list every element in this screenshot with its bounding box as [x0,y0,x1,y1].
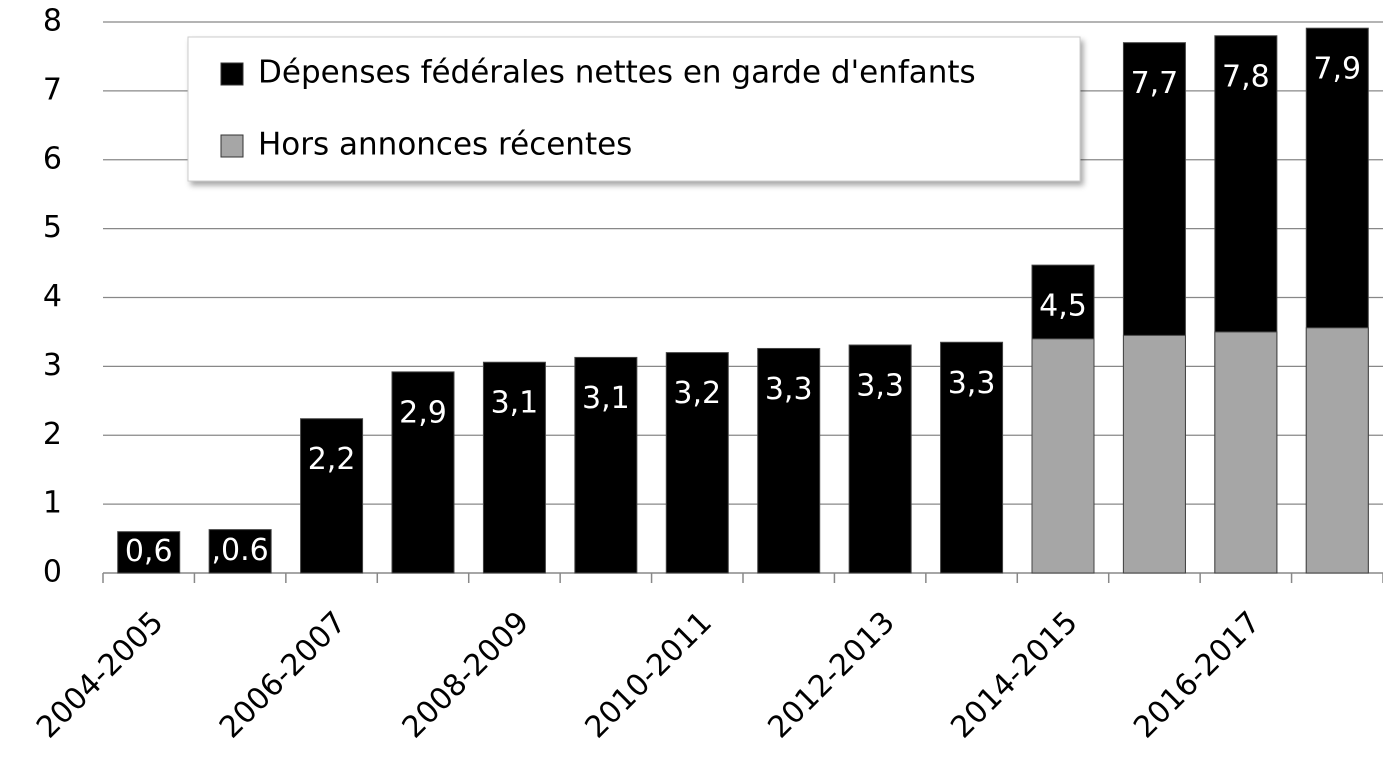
data-label: 2,9 [399,395,447,430]
legend-label: Hors annonces récentes [258,127,632,163]
y-tick-label: 0 [43,555,62,590]
data-label: 3,3 [856,369,904,404]
data-label: 4,5 [1039,289,1087,324]
bar [300,418,364,574]
legend: Dépenses fédérales nettes en garde d'enf… [187,36,1081,182]
bar [940,341,1004,574]
legend-swatch [220,62,244,86]
legend-swatch [220,134,244,158]
data-label: ,0.6 [212,533,269,568]
data-label: 3,3 [948,366,996,401]
y-tick-label: 5 [43,210,62,245]
bar [117,531,181,574]
data-label: 7,9 [1313,52,1361,87]
y-tick-label: 2 [43,417,62,452]
x-tick-label: 2014-2015 [944,605,1084,745]
data-label: 7,7 [1131,66,1179,101]
x-tick-label: 2006-2007 [213,605,353,745]
y-tick-label: 3 [43,348,62,383]
bar [665,352,729,574]
data-label: 3,2 [673,376,721,411]
bar [1305,327,1369,574]
bar [574,356,638,574]
bar [391,371,455,574]
x-tick-label: 2008-2009 [396,605,536,745]
bar [482,361,546,574]
data-label: 3,1 [582,381,630,416]
x-tick-label: 2004-2005 [30,605,170,745]
bar [1122,334,1186,574]
y-tick-label: 4 [43,279,62,314]
legend-box [187,36,1081,182]
data-label: 2,2 [308,442,356,477]
bar [208,529,272,574]
y-tick-label: 1 [43,486,62,521]
y-tick-label: 7 [43,72,62,107]
bar [1214,331,1278,574]
data-label: 3,3 [765,372,813,407]
bar [757,347,821,574]
x-tick-label: 2010-2011 [579,605,719,745]
bar [1031,338,1095,574]
y-tick-label: 6 [43,141,62,176]
y-tick-label: 8 [43,4,62,39]
legend-label: Dépenses fédérales nettes en garde d'enf… [258,55,976,91]
bar [848,344,912,574]
data-label: 3,1 [491,386,539,421]
data-label: 0,6 [125,534,173,569]
x-tick-label: 2012-2013 [761,605,901,745]
x-tick-label: 2016-2017 [1127,605,1267,745]
data-label: 7,8 [1222,59,1270,94]
